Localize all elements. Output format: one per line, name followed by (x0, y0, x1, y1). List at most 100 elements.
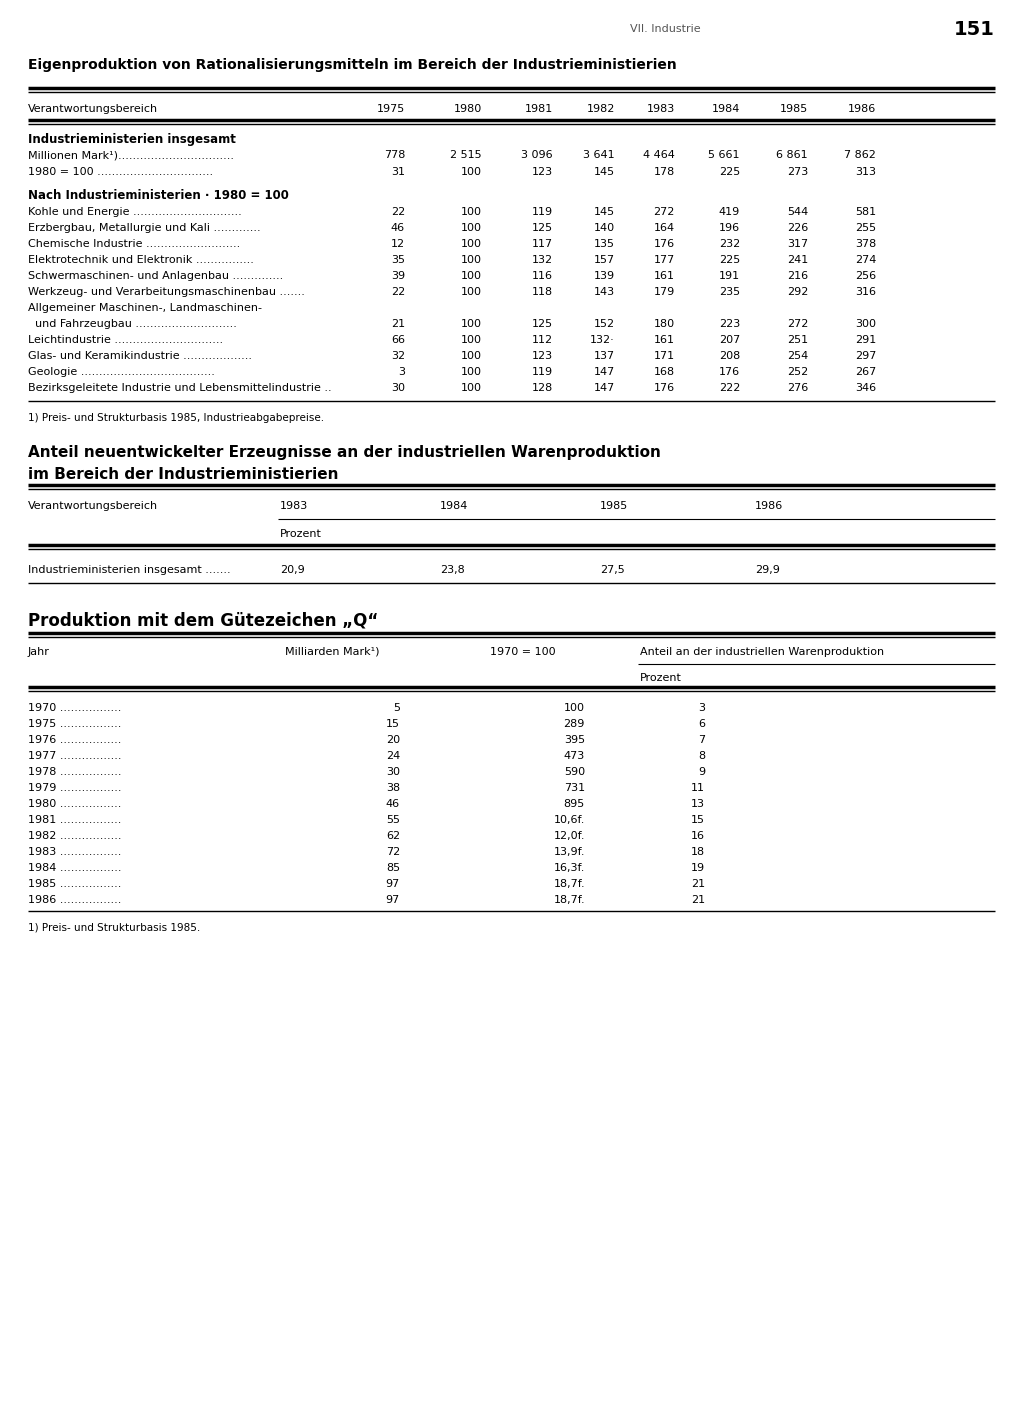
Text: 2 515: 2 515 (451, 149, 482, 159)
Text: 1983: 1983 (280, 501, 308, 510)
Text: 85: 85 (386, 863, 400, 873)
Text: 1983 .................: 1983 ................. (28, 847, 122, 857)
Text: Chemische Industrie ..........................: Chemische Industrie ....................… (28, 240, 241, 250)
Text: 100: 100 (461, 255, 482, 265)
Text: 123: 123 (531, 351, 553, 361)
Text: 419: 419 (719, 207, 740, 217)
Text: 241: 241 (786, 255, 808, 265)
Text: 100: 100 (461, 319, 482, 329)
Text: 273: 273 (786, 166, 808, 178)
Text: Prozent: Prozent (280, 529, 322, 539)
Text: 1985 .................: 1985 ................. (28, 878, 122, 888)
Text: 145: 145 (594, 166, 615, 178)
Text: 223: 223 (719, 319, 740, 329)
Text: 1980: 1980 (454, 104, 482, 114)
Text: 38: 38 (386, 783, 400, 792)
Text: 32: 32 (391, 351, 406, 361)
Text: 196: 196 (719, 223, 740, 233)
Text: 297: 297 (855, 351, 876, 361)
Text: 590: 590 (564, 767, 585, 777)
Text: 168: 168 (654, 367, 675, 376)
Text: 6: 6 (698, 719, 705, 729)
Text: 100: 100 (461, 336, 482, 345)
Text: 544: 544 (786, 207, 808, 217)
Text: 1980 .................: 1980 ................. (28, 799, 122, 809)
Text: 100: 100 (461, 351, 482, 361)
Text: 30: 30 (386, 767, 400, 777)
Text: 1975: 1975 (377, 104, 406, 114)
Text: 272: 272 (653, 207, 675, 217)
Text: 778: 778 (384, 149, 406, 159)
Text: Eigenproduktion von Rationalisierungsmitteln im Bereich der Industrieministierie: Eigenproduktion von Rationalisierungsmit… (28, 58, 677, 72)
Text: 256: 256 (855, 271, 876, 281)
Text: 23,8: 23,8 (440, 565, 465, 575)
Text: 100: 100 (461, 166, 482, 178)
Text: 1977 .................: 1977 ................. (28, 752, 122, 761)
Text: 289: 289 (563, 719, 585, 729)
Text: 117: 117 (531, 240, 553, 250)
Text: 145: 145 (594, 207, 615, 217)
Text: 8: 8 (698, 752, 705, 761)
Text: 255: 255 (855, 223, 876, 233)
Text: 3: 3 (398, 367, 406, 376)
Text: Anteil an der industriellen Warenproduktion: Anteil an der industriellen Warenprodukt… (640, 647, 884, 657)
Text: 9: 9 (698, 767, 705, 777)
Text: 1981 .................: 1981 ................. (28, 815, 122, 825)
Text: 1986: 1986 (755, 501, 783, 510)
Text: 208: 208 (719, 351, 740, 361)
Text: 100: 100 (461, 223, 482, 233)
Text: 22: 22 (391, 288, 406, 298)
Text: 225: 225 (719, 166, 740, 178)
Text: 3 096: 3 096 (521, 149, 553, 159)
Text: 1970 = 100: 1970 = 100 (490, 647, 556, 657)
Text: 180: 180 (654, 319, 675, 329)
Text: 62: 62 (386, 830, 400, 840)
Text: 10,6f.: 10,6f. (554, 815, 585, 825)
Text: 20,9: 20,9 (280, 565, 305, 575)
Text: VII. Industrie: VII. Industrie (630, 24, 700, 34)
Text: 18,7f.: 18,7f. (553, 895, 585, 905)
Text: 581: 581 (855, 207, 876, 217)
Text: 317: 317 (786, 240, 808, 250)
Text: 1976 .................: 1976 ................. (28, 735, 122, 744)
Text: 178: 178 (653, 166, 675, 178)
Text: 272: 272 (786, 319, 808, 329)
Text: 125: 125 (531, 319, 553, 329)
Text: 226: 226 (786, 223, 808, 233)
Text: 19: 19 (691, 863, 705, 873)
Text: 116: 116 (532, 271, 553, 281)
Text: 1986 .................: 1986 ................. (28, 895, 122, 905)
Text: Industrieministerien insgesamt: Industrieministerien insgesamt (28, 133, 236, 147)
Text: 1) Preis- und Strukturbasis 1985.: 1) Preis- und Strukturbasis 1985. (28, 924, 201, 933)
Text: 97: 97 (386, 895, 400, 905)
Text: 171: 171 (654, 351, 675, 361)
Text: Glas- und Keramikindustrie ...................: Glas- und Keramikindustrie .............… (28, 351, 252, 361)
Text: 100: 100 (461, 288, 482, 298)
Text: 139: 139 (594, 271, 615, 281)
Text: 20: 20 (386, 735, 400, 744)
Text: 147: 147 (594, 367, 615, 376)
Text: 100: 100 (461, 367, 482, 376)
Text: 15: 15 (691, 815, 705, 825)
Text: 395: 395 (564, 735, 585, 744)
Text: 100: 100 (461, 207, 482, 217)
Text: 4 464: 4 464 (643, 149, 675, 159)
Text: 7: 7 (698, 735, 705, 744)
Text: 30: 30 (391, 384, 406, 393)
Text: 18: 18 (691, 847, 705, 857)
Text: 147: 147 (594, 384, 615, 393)
Text: Geologie .....................................: Geologie ...............................… (28, 367, 215, 376)
Text: 235: 235 (719, 288, 740, 298)
Text: 1985: 1985 (600, 501, 629, 510)
Text: 1978 .................: 1978 ................. (28, 767, 122, 777)
Text: 100: 100 (461, 240, 482, 250)
Text: 191: 191 (719, 271, 740, 281)
Text: 55: 55 (386, 815, 400, 825)
Text: 1975 .................: 1975 ................. (28, 719, 122, 729)
Text: 7 862: 7 862 (844, 149, 876, 159)
Text: 100: 100 (564, 704, 585, 713)
Text: Verantwortungsbereich: Verantwortungsbereich (28, 104, 158, 114)
Text: Milliarden Mark¹): Milliarden Mark¹) (285, 647, 380, 657)
Text: 378: 378 (855, 240, 876, 250)
Text: Werkzeug- und Verarbeitungsmaschinenbau .......: Werkzeug- und Verarbeitungsmaschinenbau … (28, 288, 305, 298)
